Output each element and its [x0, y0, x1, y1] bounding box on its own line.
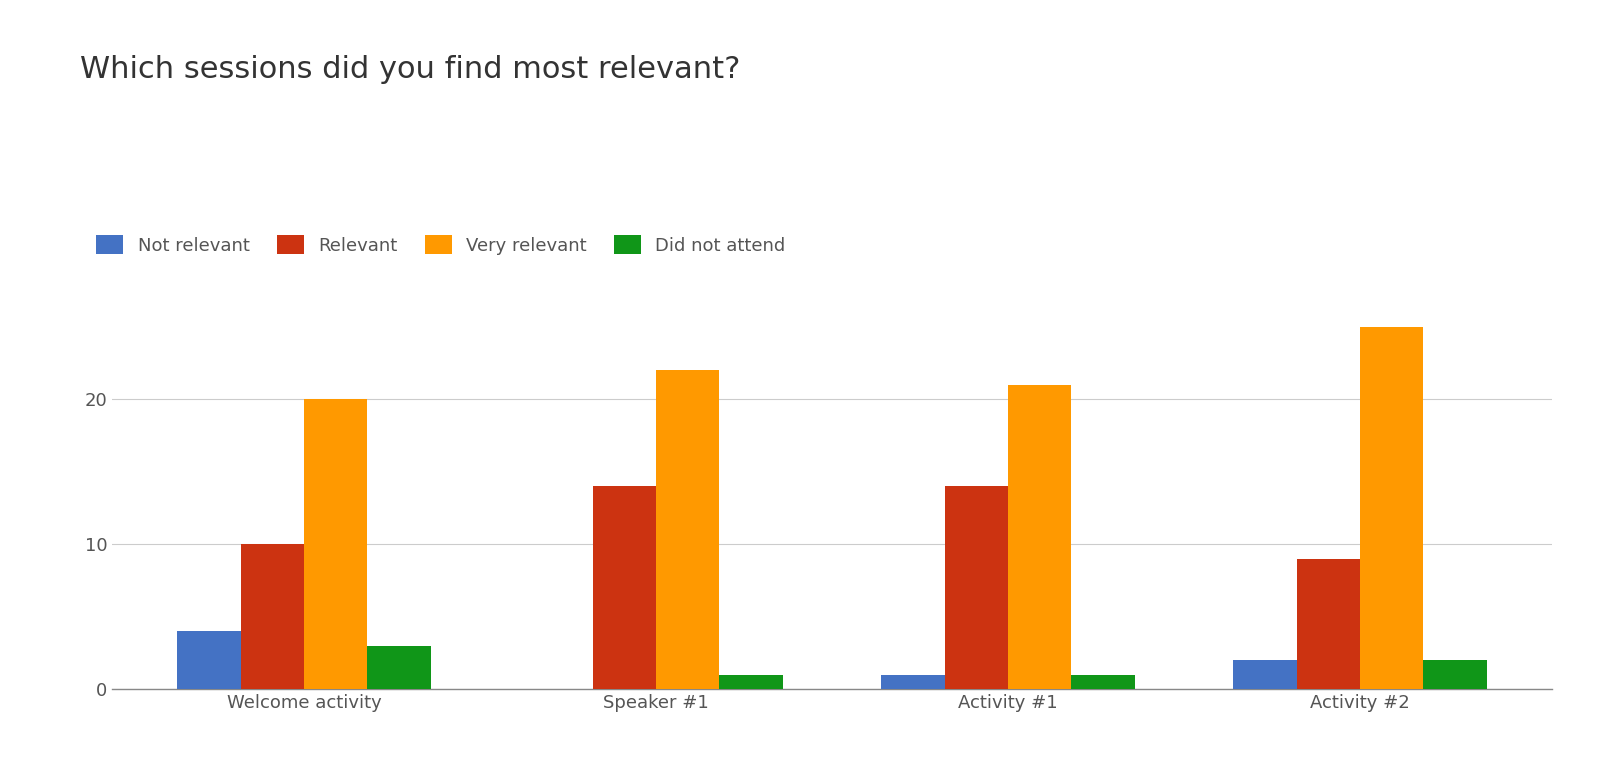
Bar: [1360, 327, 1424, 689]
Bar: [1008, 384, 1072, 689]
Bar: [1424, 660, 1486, 689]
Text: Which sessions did you find most relevant?: Which sessions did you find most relevan…: [80, 55, 741, 84]
Bar: [1234, 660, 1296, 689]
Bar: [368, 645, 430, 689]
Legend: Not relevant, Relevant, Very relevant, Did not attend: Not relevant, Relevant, Very relevant, D…: [90, 229, 794, 262]
Bar: [944, 486, 1008, 689]
Bar: [1296, 558, 1360, 689]
Bar: [592, 486, 656, 689]
Bar: [304, 399, 368, 689]
Bar: [1072, 674, 1134, 689]
Bar: [720, 674, 782, 689]
Bar: [178, 631, 240, 689]
Bar: [656, 370, 720, 689]
Bar: [240, 544, 304, 689]
Bar: [882, 674, 944, 689]
